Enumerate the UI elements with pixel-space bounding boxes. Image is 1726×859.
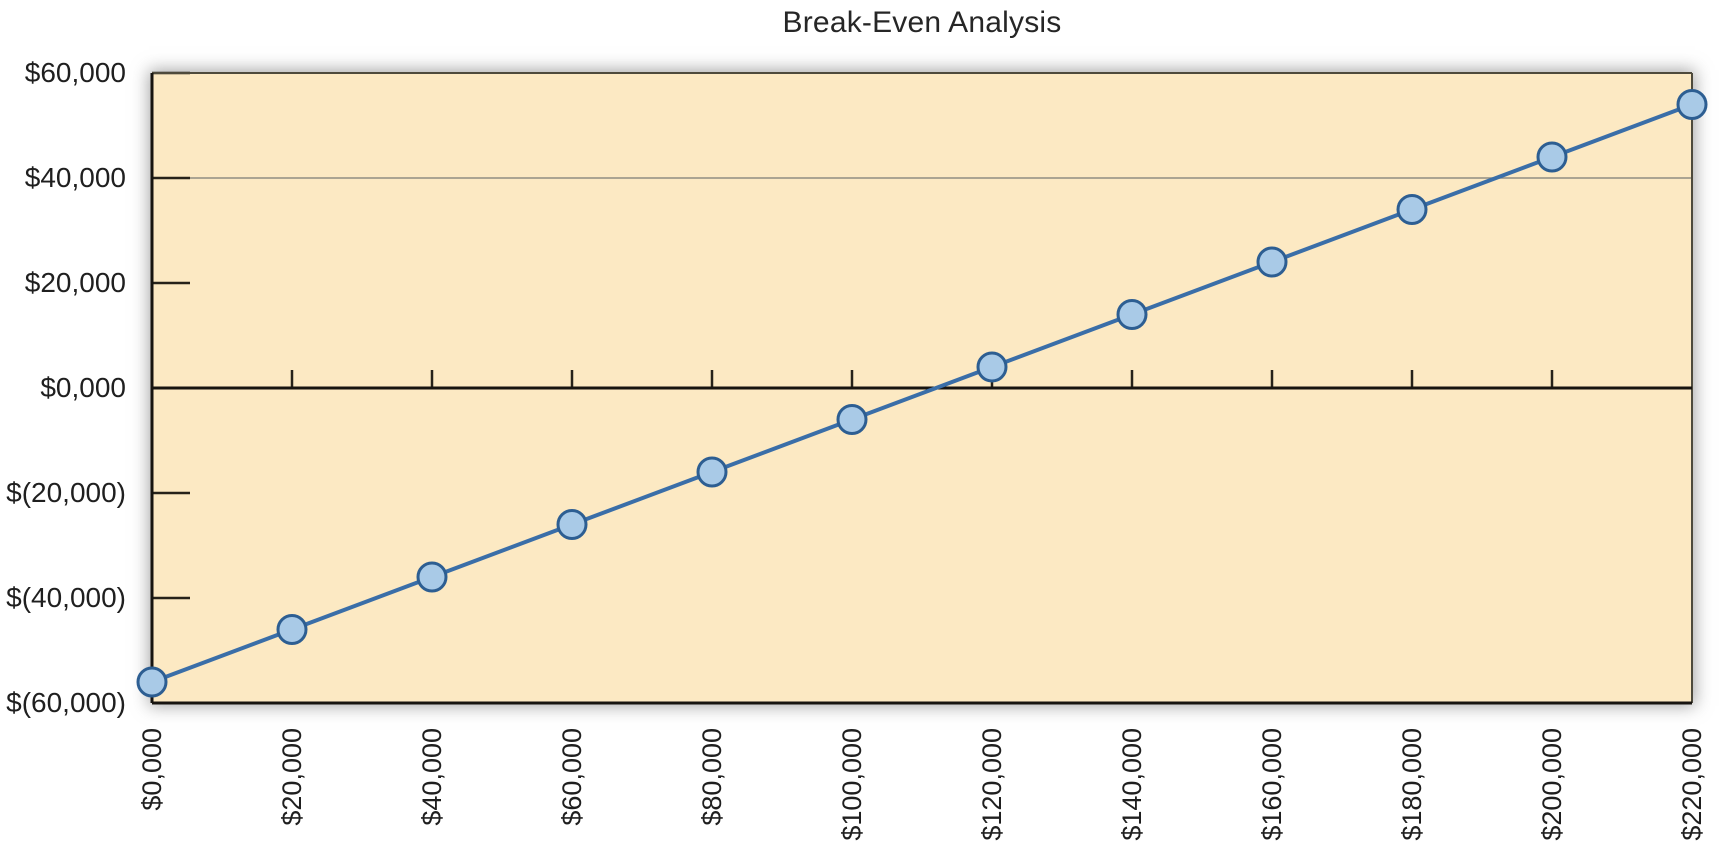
y-axis-tick-label: $(20,000)	[6, 477, 126, 508]
y-axis-tick-label: $20,000	[24, 267, 126, 298]
x-axis-tick-label: $180,000	[1397, 728, 1427, 841]
y-axis-tick-label: $60,000	[24, 57, 126, 88]
chart-title: Break-Even Analysis	[782, 6, 1062, 39]
x-axis-tick-label: $20,000	[277, 728, 307, 826]
x-axis-tick-label: $120,000	[977, 728, 1007, 841]
x-axis-tick-label: $40,000	[417, 728, 447, 826]
x-axis-tick-label: $220,000	[1677, 728, 1707, 841]
x-axis-tick-label: $100,000	[837, 728, 867, 841]
y-axis-tick-label: $(40,000)	[6, 582, 126, 613]
plot-area-background	[152, 73, 1692, 703]
x-axis-tick-label: $160,000	[1257, 728, 1287, 841]
x-axis-tick-label: $200,000	[1537, 728, 1567, 841]
y-axis-tick-label: $40,000	[24, 162, 126, 193]
x-axis-tick-label: $0,000	[137, 728, 167, 811]
y-axis-tick-label: $0,000	[40, 372, 126, 403]
y-axis-tick-label: $(60,000)	[6, 687, 126, 718]
x-axis-tick-label: $140,000	[1117, 728, 1147, 841]
x-axis-tick-label: $80,000	[697, 728, 727, 826]
x-axis-tick-label: $60,000	[557, 728, 587, 826]
